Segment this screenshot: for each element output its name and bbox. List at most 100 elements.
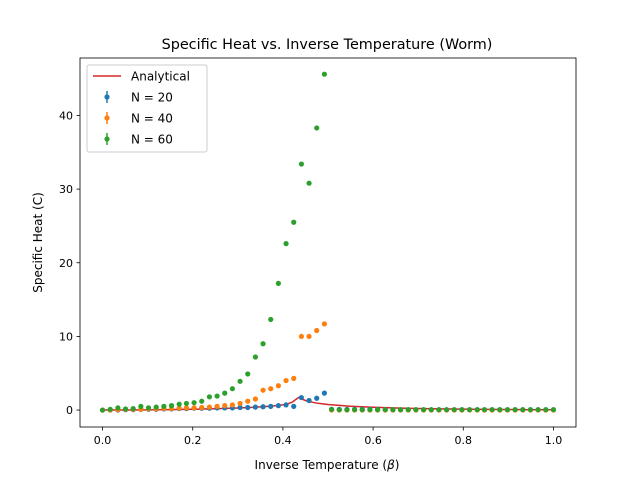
data-point [451, 407, 457, 413]
data-point [390, 407, 396, 413]
y-tick-label: 10 [59, 330, 73, 343]
data-point [206, 394, 213, 400]
data-point [245, 398, 251, 404]
data-point [466, 407, 473, 413]
data-point [535, 407, 541, 413]
data-point [298, 161, 304, 167]
data-point [397, 407, 404, 413]
data-point [298, 394, 304, 401]
data-point [344, 407, 350, 413]
data-point [245, 371, 251, 377]
series-n-60 [99, 71, 557, 413]
data-point [306, 397, 312, 404]
data-point [497, 407, 503, 413]
data-point [191, 400, 197, 406]
legend-marker-n20 [104, 94, 110, 100]
data-point [504, 407, 511, 413]
data-point [107, 406, 113, 412]
data-point [291, 403, 297, 409]
data-point [459, 407, 465, 413]
x-axis-ticks: 0.0 0.2 0.4 0.6 0.8 1.0 [94, 427, 562, 447]
data-point [237, 400, 243, 407]
legend-box [86, 64, 208, 153]
data-point [99, 407, 106, 413]
data-point [268, 316, 274, 323]
data-point [443, 407, 450, 413]
x-tick-label: 0.2 [184, 434, 202, 447]
data-point [214, 403, 220, 409]
data-point [512, 407, 518, 413]
data-point [321, 390, 327, 396]
data-point [314, 395, 320, 401]
data-point [405, 407, 411, 413]
data-point [367, 407, 373, 413]
data-point [291, 219, 297, 225]
x-axis-label-symbol: β [386, 458, 395, 472]
data-point [252, 396, 259, 402]
data-point [474, 407, 480, 413]
data-point [237, 404, 243, 411]
data-point [183, 405, 190, 411]
data-point [191, 405, 197, 411]
y-tick-label: 40 [59, 109, 73, 122]
legend-marker-n60 [104, 136, 110, 142]
data-point [268, 403, 274, 409]
data-point [199, 404, 205, 411]
data-point [199, 398, 205, 404]
chart-title: Specific Heat vs. Inverse Temperature (W… [162, 37, 493, 53]
data-point [275, 403, 281, 409]
data-point [420, 407, 427, 413]
data-point [176, 401, 182, 407]
data-point [283, 241, 289, 247]
x-tick-label: 0.0 [94, 434, 112, 447]
data-point [176, 405, 182, 411]
data-point [183, 400, 190, 407]
legend-entry-n40: N = 40 [104, 112, 173, 126]
data-point [252, 404, 259, 410]
data-point [314, 327, 320, 334]
data-point [275, 383, 281, 389]
x-tick-label: 0.6 [364, 434, 382, 447]
data-point [214, 393, 220, 399]
data-point [138, 403, 144, 409]
data-point [283, 402, 289, 408]
y-axis-label: Specific Heat (C) [31, 192, 45, 293]
plot-frame [79, 57, 577, 428]
x-axis-label-prefix: Inverse Temperature ( [255, 458, 388, 472]
data-point [153, 404, 159, 410]
data-point [436, 407, 442, 413]
data-point [260, 404, 266, 410]
data-point [359, 407, 365, 413]
data-point [375, 407, 381, 413]
legend-label-n20: N = 20 [131, 91, 173, 105]
data-point [527, 407, 534, 413]
legend-entry-n20: N = 20 [104, 91, 173, 105]
legend-label-analytical: Analytical [131, 70, 190, 84]
data-point [130, 405, 136, 412]
legend-label-n60: N = 60 [131, 133, 173, 147]
x-tick-label: 0.8 [455, 434, 473, 447]
data-point [329, 406, 335, 412]
data-point [229, 386, 236, 392]
data-point [543, 407, 549, 413]
data-point [481, 407, 488, 413]
data-point [122, 406, 129, 412]
data-point [145, 405, 152, 411]
data-point [222, 390, 228, 396]
data-point [550, 407, 557, 413]
data-point [489, 407, 495, 413]
data-point [252, 354, 259, 360]
y-tick-label: 20 [59, 257, 73, 270]
data-point [222, 403, 228, 409]
data-point [260, 387, 266, 393]
data-point [260, 341, 266, 347]
y-tick-label: 0 [66, 404, 73, 417]
data-point [321, 321, 327, 327]
data-point [306, 180, 312, 186]
data-point [352, 407, 358, 413]
data-point [428, 407, 434, 413]
legend-marker-n40 [104, 115, 110, 121]
x-axis-label: Inverse Temperature (β) [255, 458, 400, 472]
